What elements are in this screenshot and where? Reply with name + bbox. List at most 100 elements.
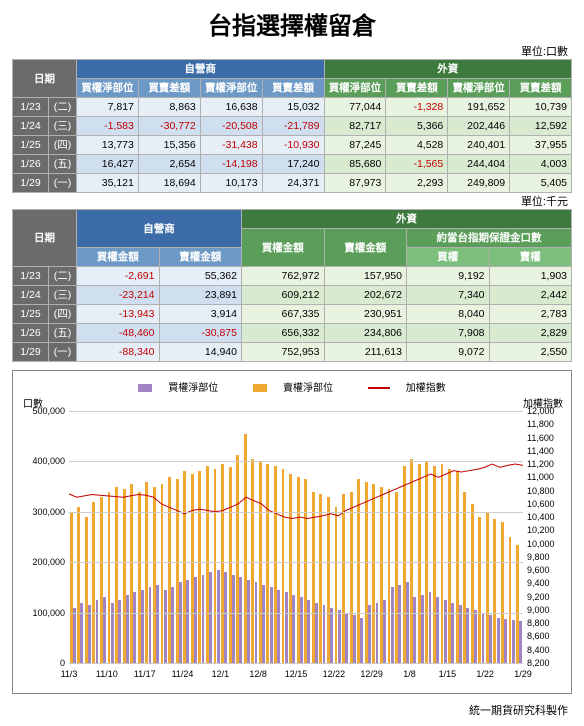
cell: 2,293 — [386, 174, 448, 193]
hdr-d-buy: 買權金額 — [77, 248, 160, 267]
cell: 9,072 — [407, 343, 490, 362]
cell: -10,930 — [262, 136, 324, 155]
cell: 202,672 — [324, 286, 407, 305]
xtick: 12/1 — [212, 669, 230, 679]
cell: 234,806 — [324, 324, 407, 343]
hdr-date: 日期 — [13, 60, 77, 98]
col-5: 買賣差額 — [386, 79, 448, 98]
hdr-sell-amt: 賣權金額 — [324, 229, 407, 267]
chart-area: 買權淨部位 賣權淨部位 加權指數 口數 加權指數 0100,000200,000… — [12, 370, 572, 694]
ytick-right: 9,800 — [523, 552, 571, 562]
cell: 191,652 — [448, 98, 510, 117]
cell: 656,332 — [242, 324, 325, 343]
xtick: 12/22 — [323, 669, 346, 679]
ytick-right: 11,600 — [523, 433, 571, 443]
cell: 10,739 — [510, 98, 572, 117]
cell: -1,328 — [386, 98, 448, 117]
col-4: 買權淨部位 — [324, 79, 386, 98]
col-3: 買賣差額 — [262, 79, 324, 98]
cell: 240,401 — [448, 136, 510, 155]
legend-index: 加權指數 — [406, 379, 446, 394]
cell: 35,121 — [77, 174, 139, 193]
ytick-right: 8,200 — [523, 658, 571, 668]
ytick-right: 9,600 — [523, 565, 571, 575]
cell: 230,951 — [324, 305, 407, 324]
cell: 667,335 — [242, 305, 325, 324]
legend-sell: 賣權淨部位 — [283, 379, 333, 394]
xtick: 11/17 — [134, 669, 156, 679]
cell: -21,789 — [262, 117, 324, 136]
ytick-right: 12,000 — [523, 406, 571, 416]
xtick: 11/10 — [96, 669, 118, 679]
ytick-right: 9,200 — [523, 592, 571, 602]
xtick: 1/29 — [514, 669, 532, 679]
hdr-dealers: 自營商 — [77, 60, 325, 79]
ytick-right: 8,600 — [523, 631, 571, 641]
cell: -1,565 — [386, 155, 448, 174]
cell: 87,245 — [324, 136, 386, 155]
col-1: 買賣差額 — [138, 79, 200, 98]
hdr-buy-amt: 買權金額 — [242, 229, 325, 267]
cell: 4,003 — [510, 155, 572, 174]
hdr-foreign2: 外資 — [242, 210, 572, 229]
cell: 5,366 — [386, 117, 448, 136]
hdr-foreign: 外資 — [324, 60, 572, 79]
xtick: 11/3 — [61, 669, 78, 679]
cell: 16,638 — [200, 98, 262, 117]
cell: 7,908 — [407, 324, 490, 343]
footer-credit: 統一期貨研究科製作 — [0, 698, 584, 726]
cell: -20,508 — [200, 117, 262, 136]
cell: 2,442 — [489, 286, 572, 305]
hdr-d-sell: 賣權金額 — [159, 248, 242, 267]
cell: -1,583 — [77, 117, 139, 136]
cell: 4,528 — [386, 136, 448, 155]
cell: 7,340 — [407, 286, 490, 305]
xtick: 1/22 — [476, 669, 494, 679]
cell: 1,903 — [489, 267, 572, 286]
ytick-left: 100,000 — [15, 608, 69, 618]
ytick-right: 11,000 — [523, 472, 571, 482]
col-6: 賣權淨部位 — [448, 79, 510, 98]
ytick-right: 11,400 — [523, 446, 571, 456]
table-positions: 日期 自營商 外資 買權淨部位買賣差額賣權淨部位買賣差額買權淨部位買賣差額賣權淨… — [12, 59, 572, 193]
cell: 2,654 — [138, 155, 200, 174]
ytick-right: 8,800 — [523, 618, 571, 628]
cell: 87,973 — [324, 174, 386, 193]
cell: 10,173 — [200, 174, 262, 193]
xtick: 12/8 — [249, 669, 267, 679]
cell: 211,613 — [324, 343, 407, 362]
hdr-margin: 約當台指期保證金口數 — [407, 229, 572, 248]
cell: -30,875 — [159, 324, 242, 343]
cell: 7,817 — [77, 98, 139, 117]
cell: 8,863 — [138, 98, 200, 117]
cell: 249,809 — [448, 174, 510, 193]
cell: -30,772 — [138, 117, 200, 136]
cell: 8,040 — [407, 305, 490, 324]
ytick-right: 11,200 — [523, 459, 571, 469]
ytick-right: 10,400 — [523, 512, 571, 522]
cell: 762,972 — [242, 267, 325, 286]
cell: 3,914 — [159, 305, 242, 324]
cell: 157,950 — [324, 267, 407, 286]
col-0: 買權淨部位 — [77, 79, 139, 98]
xtick: 1/8 — [403, 669, 416, 679]
col-7: 買賣差額 — [510, 79, 572, 98]
ytick-left: 300,000 — [15, 507, 69, 517]
cell: 244,404 — [448, 155, 510, 174]
legend-buy: 買權淨部位 — [168, 379, 218, 394]
page-title: 台指選擇權留倉 — [0, 6, 584, 41]
ytick-right: 10,600 — [523, 499, 571, 509]
ytick-right: 9,400 — [523, 578, 571, 588]
cell: 85,680 — [324, 155, 386, 174]
cell: -13,943 — [77, 305, 160, 324]
cell: 37,955 — [510, 136, 572, 155]
ytick-right: 8,400 — [523, 645, 571, 655]
ytick-left: 200,000 — [15, 557, 69, 567]
xtick: 12/15 — [285, 669, 308, 679]
cell: 9,192 — [407, 267, 490, 286]
cell: 15,356 — [138, 136, 200, 155]
cell: 77,044 — [324, 98, 386, 117]
cell: -31,438 — [200, 136, 262, 155]
cell: 13,773 — [77, 136, 139, 155]
ytick-right: 10,800 — [523, 486, 571, 496]
